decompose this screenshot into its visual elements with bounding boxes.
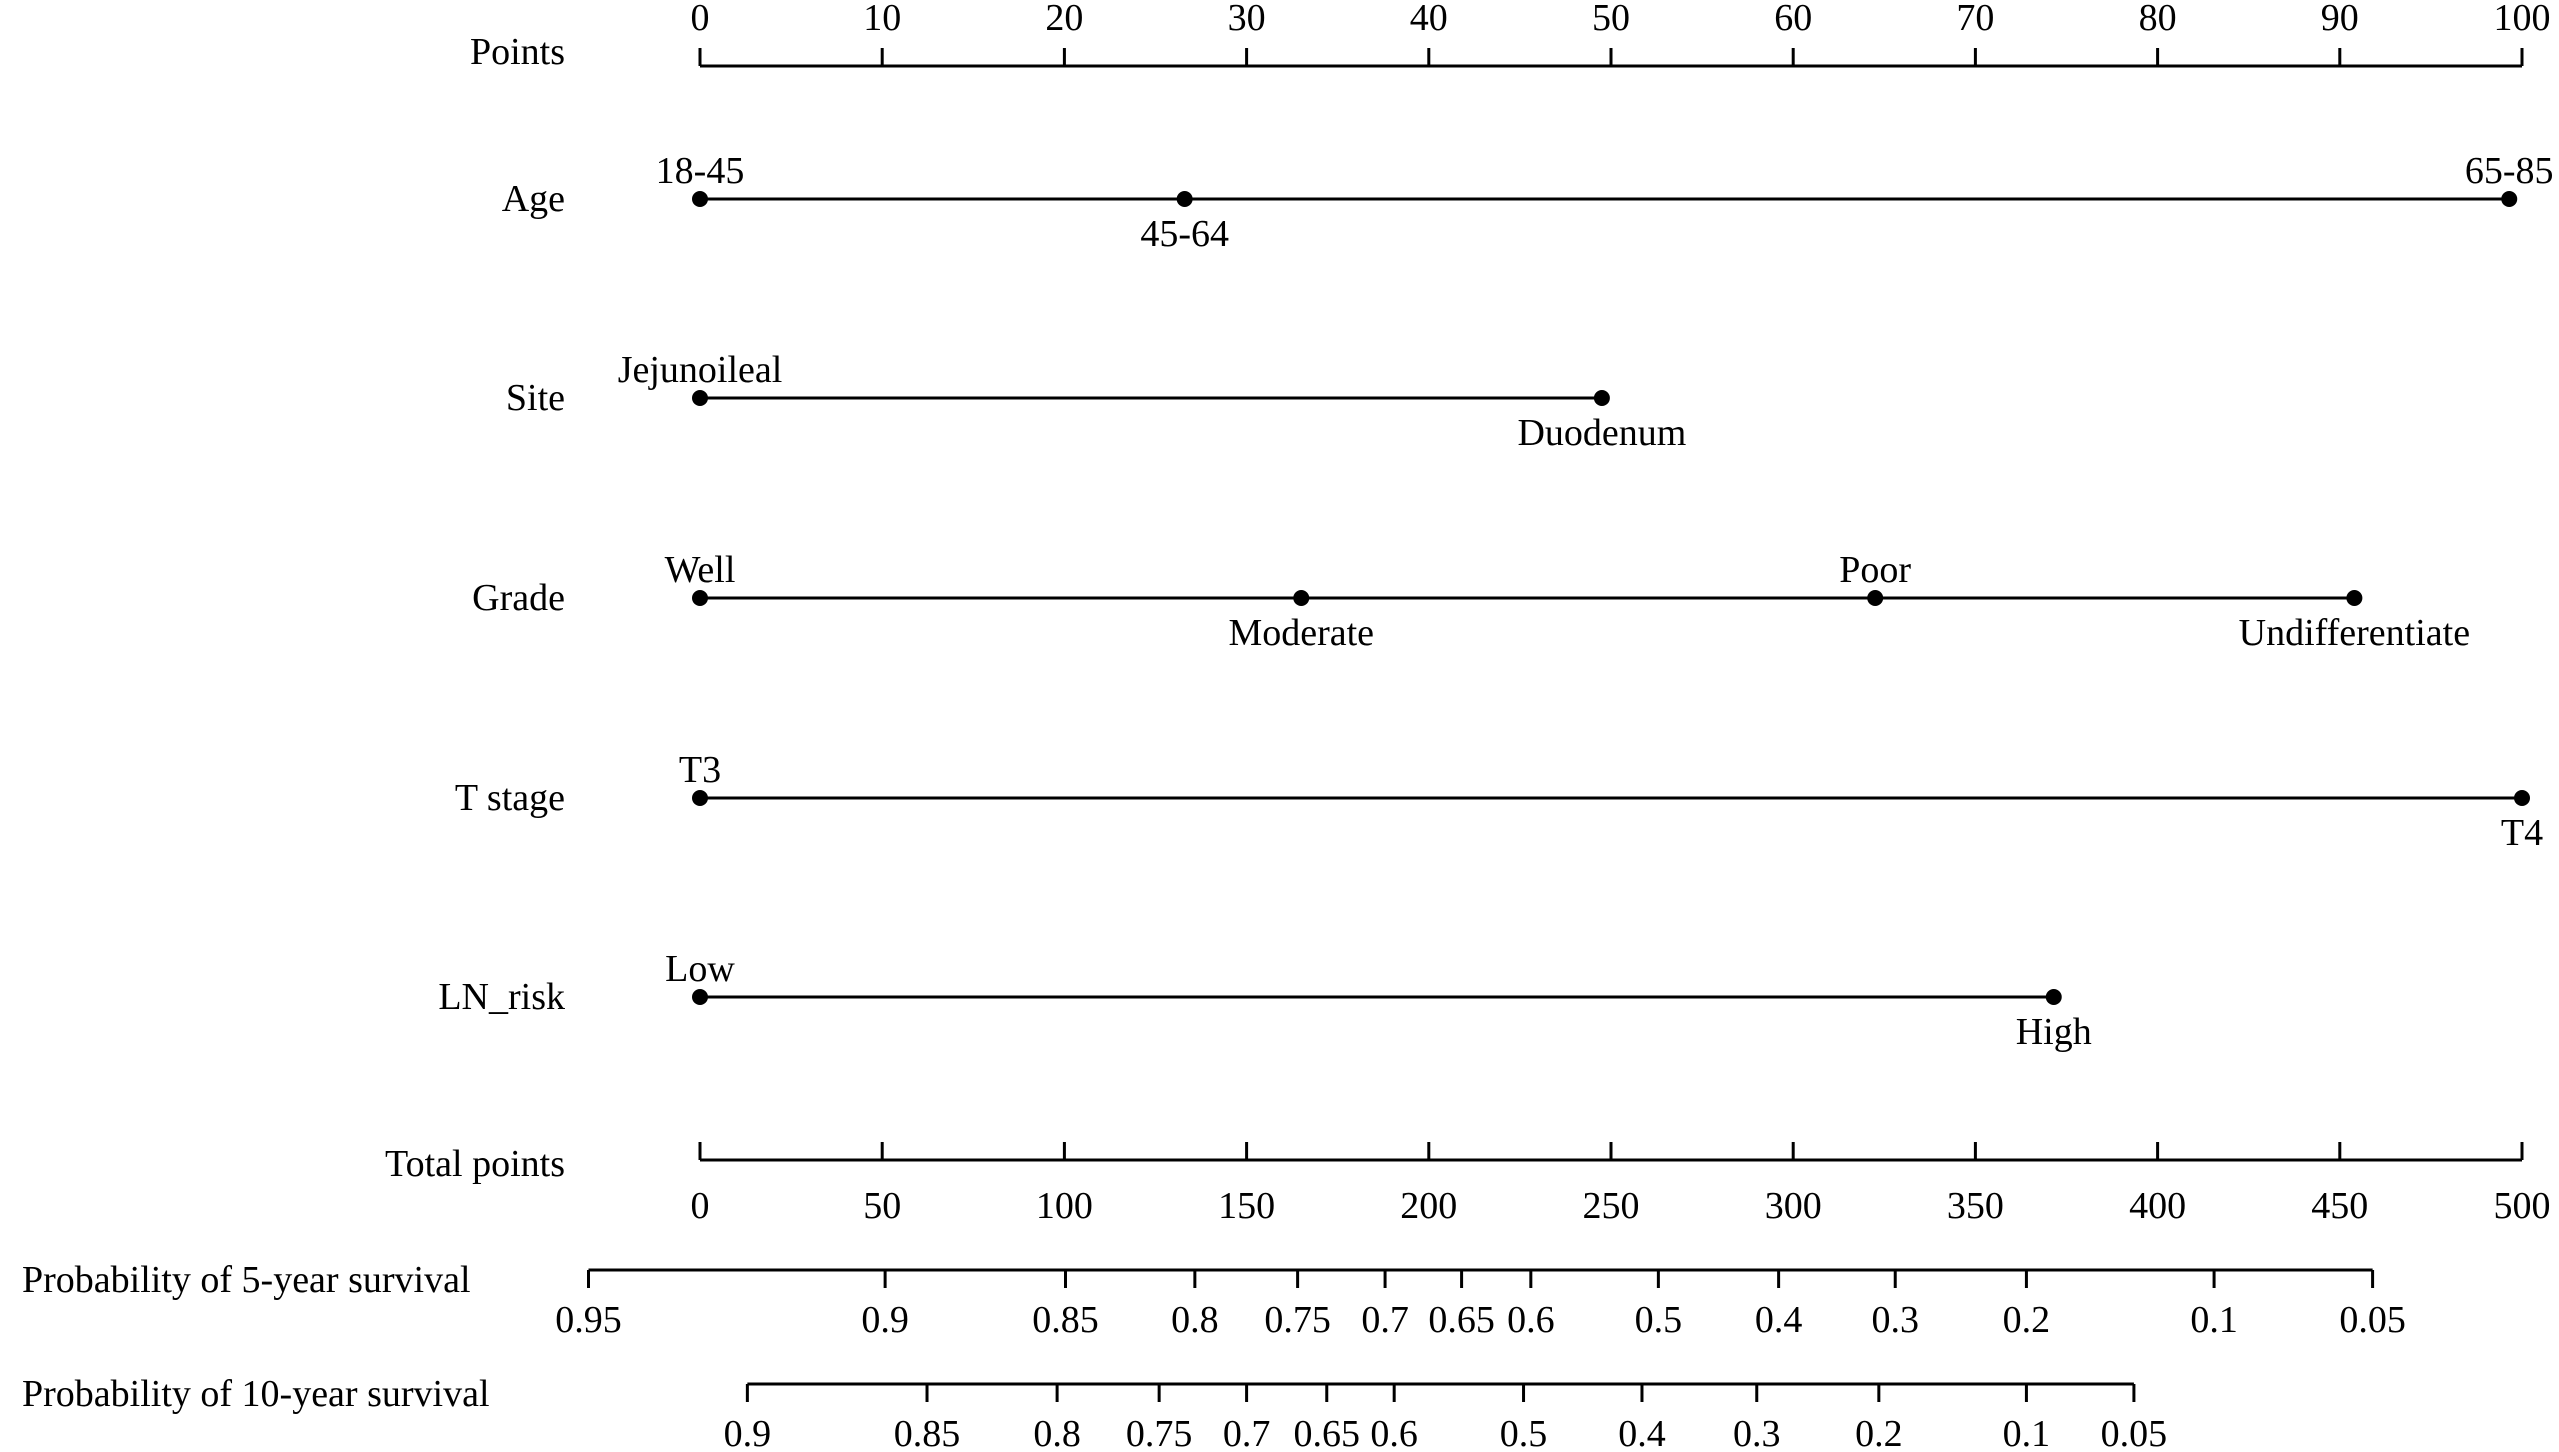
total-points-tick-label: 150: [1218, 1185, 1275, 1227]
ln-risk-level-label: Low: [665, 948, 735, 990]
prob-10yr-tick-label: 0.65: [1294, 1413, 1361, 1452]
site-level-label: Jejunoileal: [618, 349, 783, 391]
total-points-row-label: Total points: [385, 1143, 565, 1185]
grade-level-point: [1293, 590, 1310, 606]
site-level-point: [1593, 390, 1610, 406]
points-tick-label: 10: [863, 0, 901, 39]
variable-label-age: Age: [502, 178, 565, 220]
points-tick-label: 70: [1956, 0, 1994, 39]
t-stage-level-point: [692, 790, 708, 806]
points-tick-label: 100: [2494, 0, 2551, 39]
points-tick-label: 20: [1045, 0, 1083, 39]
ln-risk-level-label: High: [2016, 1011, 2092, 1053]
prob-10yr-tick-label: 0.75: [1126, 1413, 1193, 1452]
age-level-point: [692, 191, 708, 207]
points-row-label: Points: [470, 31, 565, 73]
t-stage-level-point: [2514, 790, 2530, 806]
points-scale-group: Points 0 10 20 30 40 50 60 70 80 90 100: [470, 0, 2551, 73]
prob-10yr-tick-label: 0.5: [1500, 1413, 1548, 1452]
prob-10yr-label: Probability of 10-year survival: [22, 1373, 490, 1415]
prob-10yr-tick-label: 0.2: [1855, 1413, 1903, 1452]
points-tick-label: 40: [1410, 0, 1448, 39]
age-level-point: [2501, 191, 2518, 207]
prob-10yr-tick-label: 0.9: [724, 1413, 772, 1452]
prob-5yr-tick-label: 0.6: [1507, 1299, 1555, 1341]
prob-5yr-tick-label: 0.85: [1032, 1299, 1099, 1341]
total-points-tick-label: 400: [2129, 1185, 2186, 1227]
total-points-tick-label: 200: [1400, 1185, 1457, 1227]
age-level-point: [1176, 191, 1193, 207]
age-level-label: 65-85: [2465, 150, 2554, 192]
total-points-tick-label: 350: [1947, 1185, 2004, 1227]
probability-scales-group: Probability of 5-year survival 0.95 0.9 0.8…: [22, 1259, 2406, 1452]
prob-5yr-tick-label: 0.65: [1428, 1299, 1495, 1341]
grade-level-label: Poor: [1839, 549, 1911, 591]
age-level-label: 45-64: [1140, 213, 1229, 255]
grade-level-label: Well: [665, 549, 736, 591]
prob-5yr-tick-label: 0.1: [2190, 1299, 2238, 1341]
prob-5yr-tick-label: 0.2: [2003, 1299, 2051, 1341]
prob-5yr-tick-label: 0.4: [1755, 1299, 1803, 1341]
total-points-scale-group: Total points 0 50 100 150 200 250 300 350 400 450 5…: [385, 1142, 2551, 1227]
grade-level-point: [2346, 590, 2363, 606]
total-points-tick-label: 500: [2494, 1185, 2551, 1227]
variables-group: Age 18-45 45-64 65-85 Site Jejunoileal Duodenu…: [438, 150, 2553, 1053]
prob-10yr-tick-label: 0.6: [1370, 1413, 1418, 1452]
t-stage-level-label: T4: [2501, 812, 2543, 854]
grade-level-point: [692, 590, 708, 606]
prob-5yr-tick-label: 0.95: [555, 1299, 622, 1341]
points-tick-label: 30: [1228, 0, 1266, 39]
prob-5yr-tick-label: 0.5: [1635, 1299, 1683, 1341]
prob-10yr-tick-label: 0.85: [894, 1413, 961, 1452]
variable-label-grade: Grade: [472, 577, 565, 619]
prob-10yr-tick-label: 0.7: [1223, 1413, 1271, 1452]
prob-5yr-tick-label: 0.7: [1361, 1299, 1409, 1341]
points-tick-label: 50: [1592, 0, 1630, 39]
grade-level-label: Moderate: [1228, 612, 1374, 654]
t-stage-level-label: T3: [679, 749, 721, 791]
points-tick-label: 90: [2321, 0, 2359, 39]
prob-10yr-tick-label: 0.05: [2101, 1413, 2168, 1452]
prob-5yr-tick-label: 0.3: [1871, 1299, 1919, 1341]
total-points-tick-label: 300: [1765, 1185, 1822, 1227]
variable-label-site: Site: [506, 377, 565, 419]
prob-5yr-label: Probability of 5-year survival: [22, 1259, 471, 1301]
prob-10yr-tick-label: 0.1: [2003, 1413, 2051, 1452]
grade-level-point: [1867, 590, 1884, 606]
variable-label-ln-risk: LN_risk: [438, 976, 565, 1018]
total-points-tick-label: 0: [691, 1185, 710, 1227]
prob-5yr-tick-label: 0.8: [1171, 1299, 1219, 1341]
site-level-label: Duodenum: [1517, 412, 1686, 454]
total-points-tick-label: 100: [1036, 1185, 1093, 1227]
prob-10yr-tick-label: 0.4: [1618, 1413, 1666, 1452]
ln-risk-level-point: [692, 989, 708, 1005]
prob-10yr-tick-label: 0.3: [1733, 1413, 1781, 1452]
points-tick-label: 80: [2139, 0, 2177, 39]
prob-5yr-tick-label: 0.05: [2339, 1299, 2406, 1341]
site-level-point: [692, 390, 708, 406]
variable-label-t-stage: T stage: [455, 777, 565, 819]
prob-5yr-tick-label: 0.9: [861, 1299, 909, 1341]
total-points-tick-label: 50: [863, 1185, 901, 1227]
grade-level-label: Undifferentiate: [2239, 612, 2470, 654]
total-points-tick-label: 450: [2311, 1185, 2368, 1227]
prob-5yr-tick-label: 0.75: [1264, 1299, 1331, 1341]
age-level-label: 18-45: [656, 150, 745, 192]
points-tick-label: 60: [1774, 0, 1812, 39]
ln-risk-level-point: [2045, 989, 2062, 1005]
prob-10yr-tick-label: 0.8: [1033, 1413, 1081, 1452]
total-points-tick-label: 250: [1583, 1185, 1640, 1227]
points-tick-label: 0: [691, 0, 710, 39]
